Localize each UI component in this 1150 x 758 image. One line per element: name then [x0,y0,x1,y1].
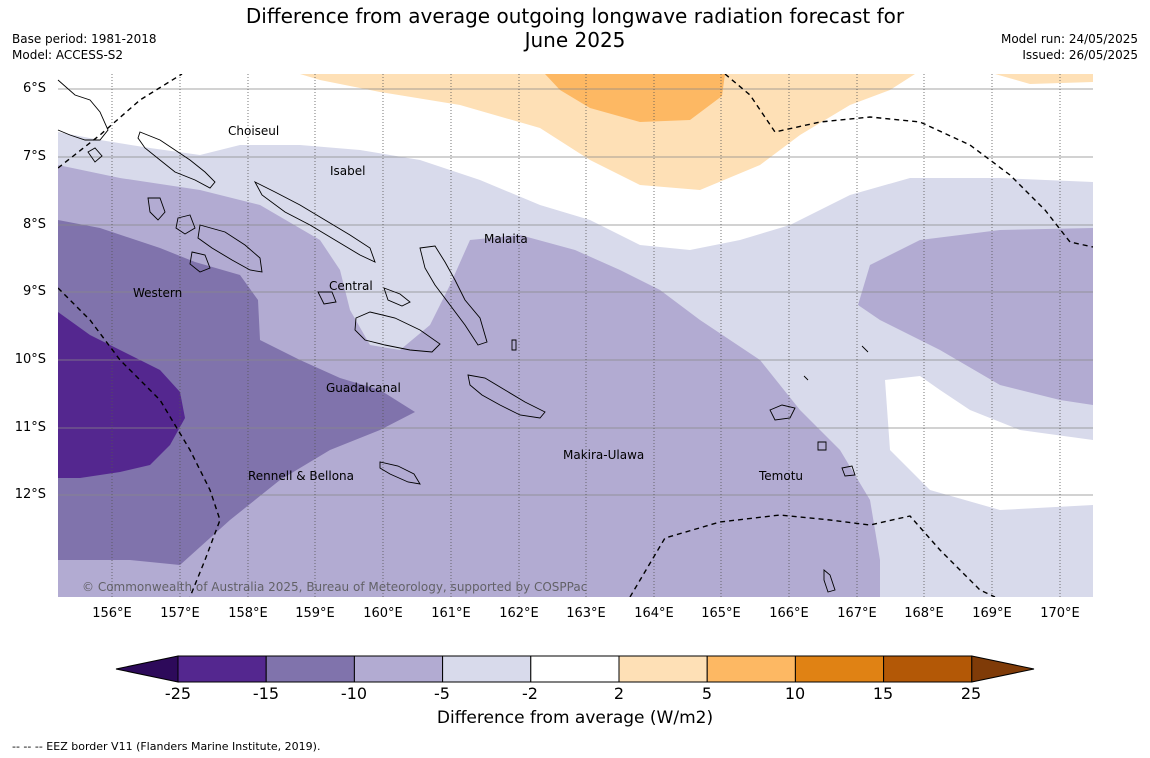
lat-gridlines [58,88,1093,496]
band-2-5-east [995,74,1093,84]
region-label-central: Central [329,279,373,293]
band-near-zero-north [58,74,1093,250]
coastlines [57,79,869,593]
colorbar-tick: 10 [784,684,806,703]
region-label-guadalcanal: Guadalcanal [326,381,401,395]
lon-label: 161°E [431,606,471,621]
lon-label: 169°E [972,606,1012,621]
band-2-5 [300,74,915,190]
band-minus15-minus10 [58,220,415,565]
colorbar-tick: 15 [872,684,894,703]
lon-label: 168°E [904,606,944,621]
anomaly-field [58,74,1093,597]
band-minus10-minus5-east [858,228,1093,405]
lon-label: 160°E [363,606,403,621]
colorbar-tick: -2 [522,684,538,703]
colorbar-tick: -5 [434,684,450,703]
band-5-10 [545,74,725,122]
eez-borders [58,74,1093,597]
region-label-isabel: Isabel [330,164,366,178]
eez-legend: -- -- -- EEZ border V11 (Flanders Marine… [12,740,321,753]
lon-label: 162°E [499,606,539,621]
region-label-malaita: Malaita [484,232,528,246]
model-run: Model run: 24/05/2025 [1000,32,1138,46]
lon-label: 167°E [837,606,877,621]
region-label-choiseul: Choiseul [228,124,280,138]
meta-right: Model run: 24/05/2025 Issued: 26/05/2025 [1001,31,1138,63]
lat-label: 9°S [22,284,46,299]
lon-label: 157°E [160,606,200,621]
colorbar-tick: 25 [960,684,982,703]
lon-gridlines [111,74,1061,597]
lat-label: 6°S [22,81,46,96]
region-label-makira-ulawa: Makira-Ulawa [563,448,645,462]
region-label-rennell-bellona: Rennell & Bellona [248,469,355,483]
region-label-temotu: Temotu [759,469,804,483]
meta-left: Base period: 1981-2018 Model: ACCESS-S2 [12,31,157,63]
base-period: Base period: 1981-2018 [12,32,157,46]
colorbar-tick: -15 [252,684,280,703]
lat-label: 7°S [22,149,46,164]
lat-label: 8°S [22,217,46,232]
lon-label: 164°E [634,606,674,621]
colorbar-tick: 2 [613,684,625,703]
model-name: Model: ACCESS-S2 [12,48,124,62]
colorbar-tick: -10 [340,684,368,703]
region-label-western: Western [133,286,183,300]
lon-label: 156°E [92,606,132,621]
colorbar-tick: -25 [164,684,192,703]
lat-label: 12°S [14,487,46,502]
lon-label: 163°E [566,606,606,621]
lon-label: 166°E [769,606,809,621]
issued-date: Issued: 26/05/2025 [1022,48,1138,62]
lat-label: 11°S [14,420,46,435]
copyright-notice: © Commonwealth of Australia 2025, Bureau… [82,580,588,594]
band-minus25-minus15 [58,312,185,478]
band-near-zero-east [885,376,1093,510]
lon-label: 170°E [1040,606,1080,621]
lon-label: 159°E [295,606,335,621]
title-line-1: Difference from average outgoing longwav… [245,4,905,28]
colorbar-label: Difference from average (W/m2) [436,708,714,728]
lon-label: 165°E [701,606,741,621]
lat-label: 10°S [14,352,46,367]
colorbar-tick: 5 [701,684,713,703]
map-title: Difference from average outgoing longwav… [0,4,1150,52]
lon-label: 158°E [228,606,268,621]
title-line-2: June 2025 [524,28,626,52]
